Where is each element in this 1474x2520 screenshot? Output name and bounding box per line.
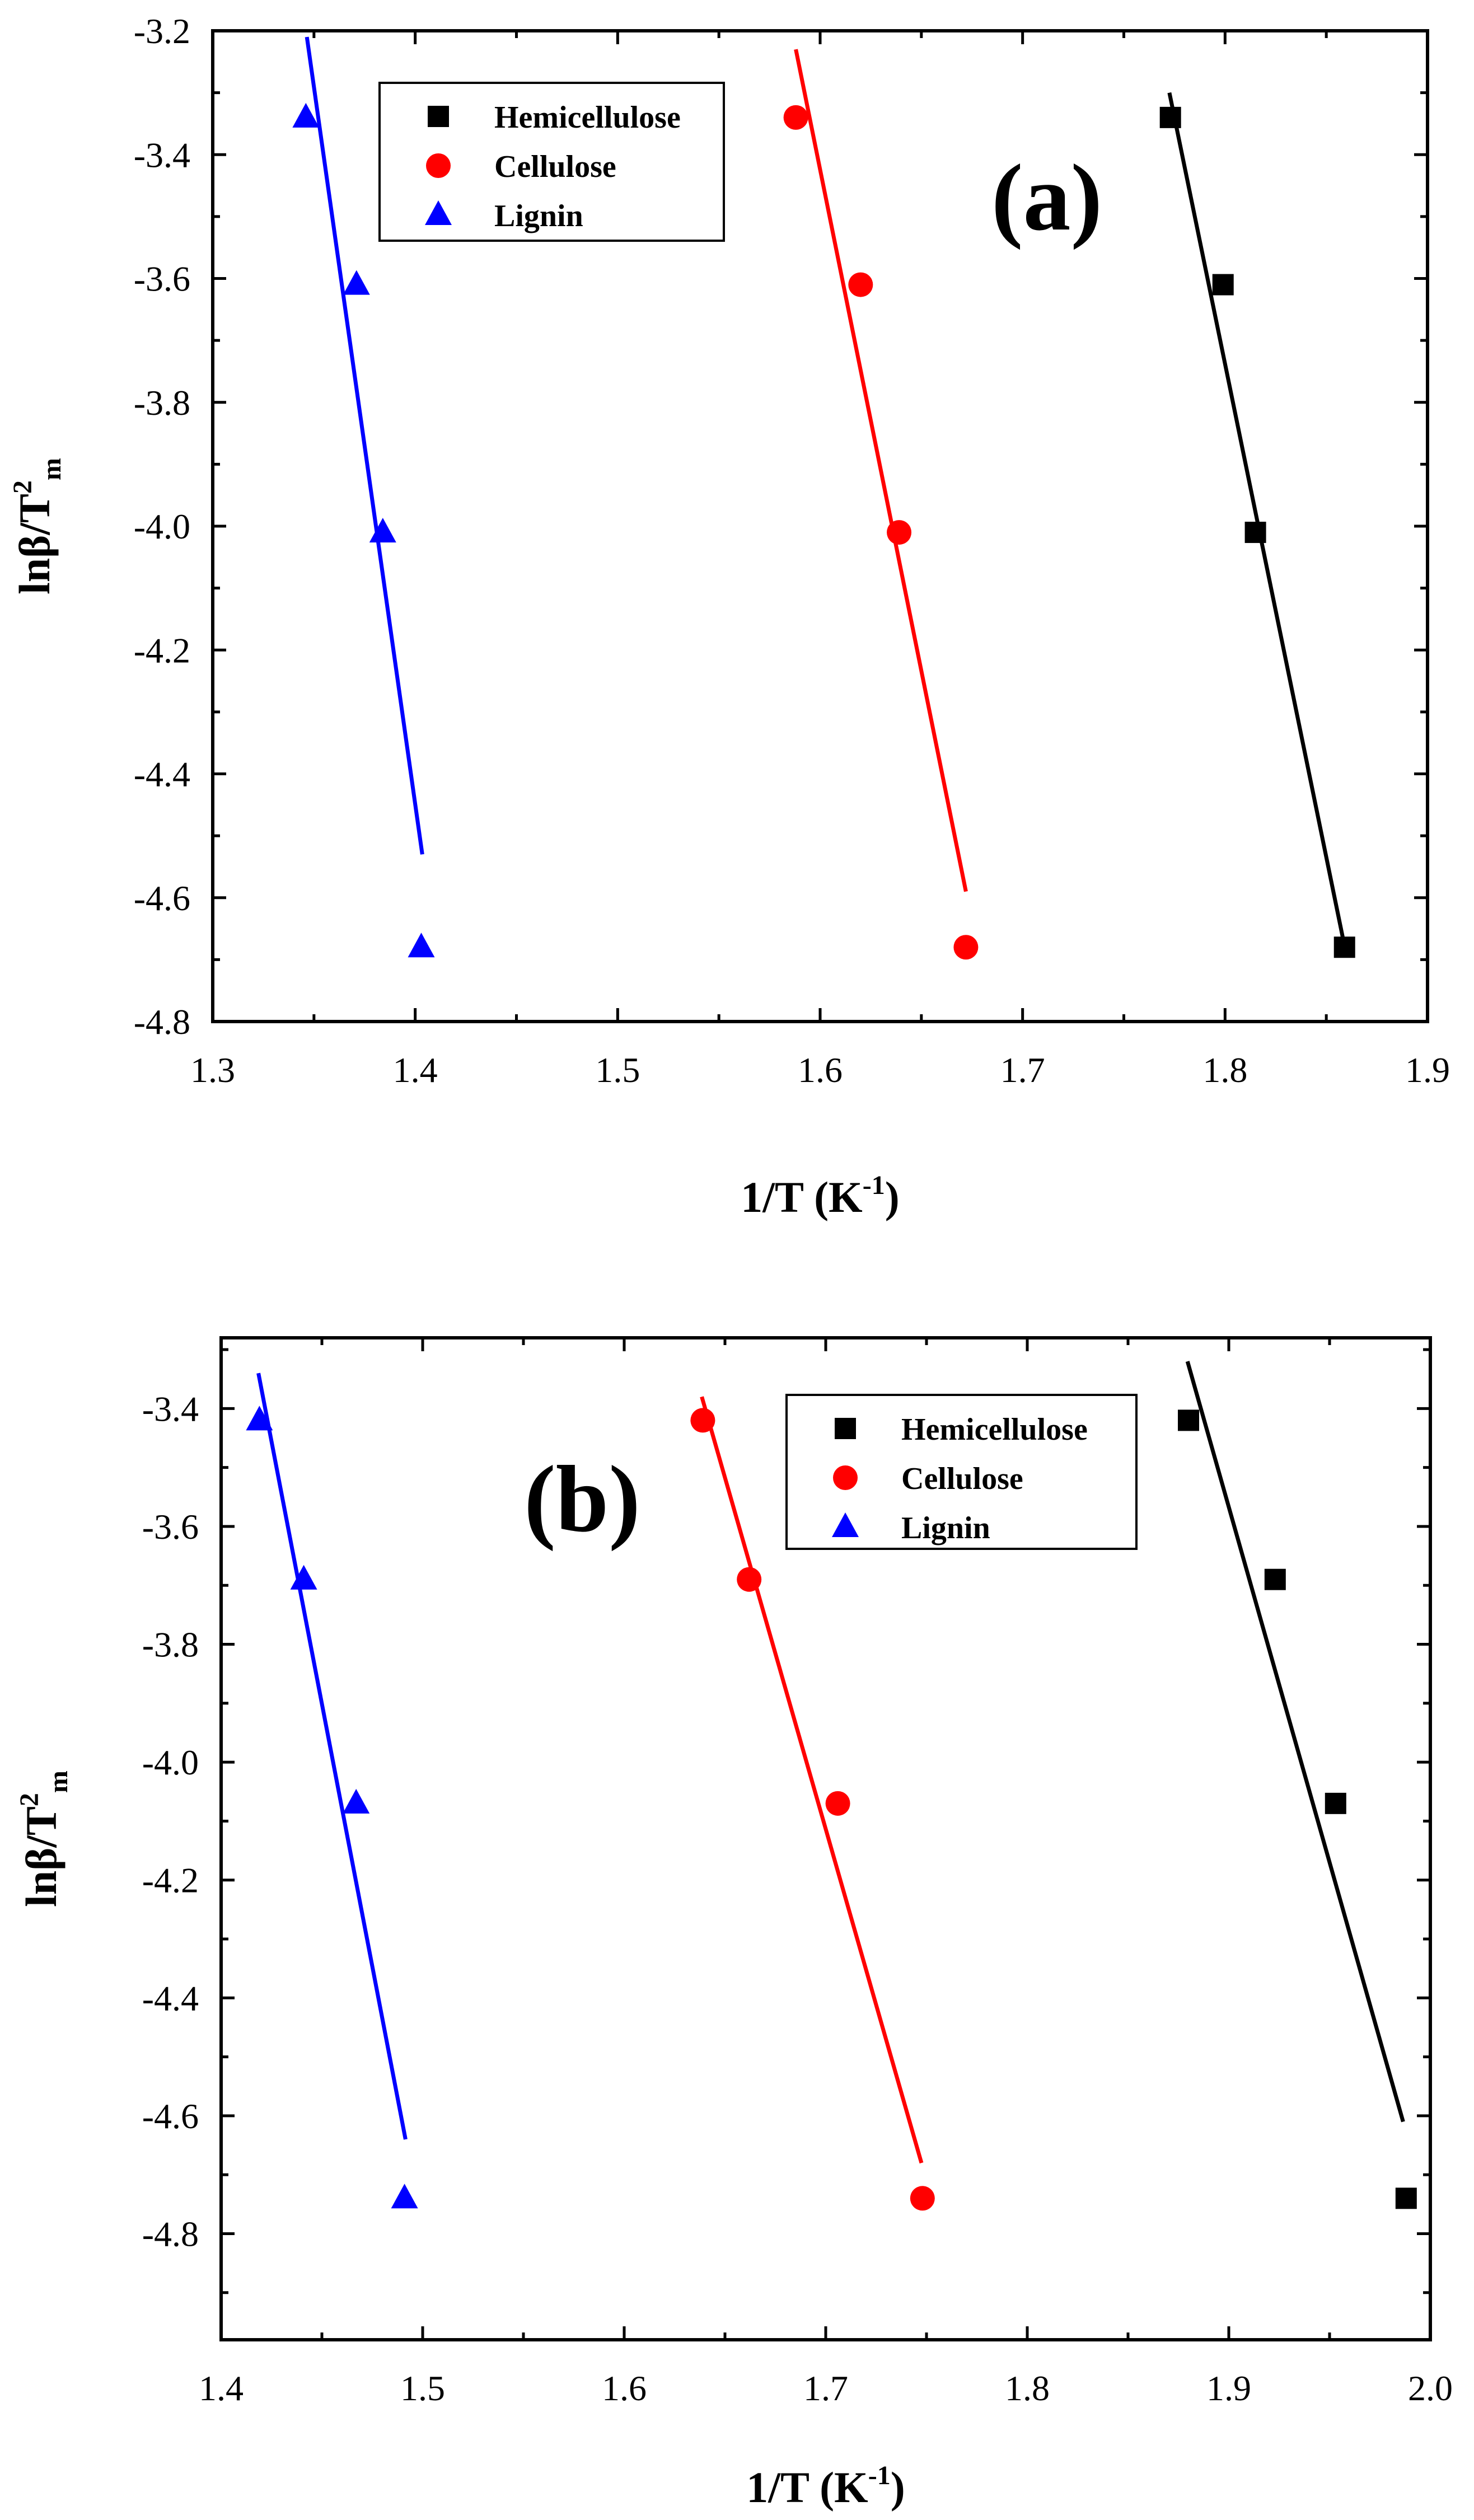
x-axis-title: 1/T (K-1) bbox=[741, 1170, 899, 1221]
data-point bbox=[848, 272, 873, 297]
x-tick-label: 2.0 bbox=[1408, 2368, 1453, 2408]
y-tick-label: -3.8 bbox=[134, 383, 190, 423]
legend-marker bbox=[833, 1465, 858, 1490]
data-point bbox=[1333, 936, 1355, 958]
y-tick-label: -4.2 bbox=[142, 1861, 199, 1900]
y-tick-label: -4.0 bbox=[142, 1743, 199, 1782]
x-tick-label: 1.5 bbox=[400, 2368, 445, 2408]
y-tick-label: -4.8 bbox=[134, 1002, 190, 1042]
x-tick-label: 1.4 bbox=[393, 1050, 438, 1090]
legend-label: Hemicellulose bbox=[901, 1412, 1088, 1447]
data-point bbox=[1264, 1568, 1286, 1590]
x-tick-label: 1.7 bbox=[803, 2368, 848, 2408]
fit-line bbox=[794, 49, 968, 892]
data-point bbox=[1212, 274, 1234, 296]
legend-marker bbox=[835, 1418, 856, 1439]
legend-label: Lignin bbox=[494, 199, 583, 233]
y-tick-label: -4.4 bbox=[134, 755, 190, 794]
y-tick-label: -3.4 bbox=[134, 135, 190, 175]
x-tick-label: 1.9 bbox=[1206, 2368, 1251, 2408]
data-point bbox=[1244, 522, 1266, 544]
data-point bbox=[292, 102, 320, 128]
y-tick-label: -3.2 bbox=[134, 11, 190, 51]
fit-line bbox=[305, 36, 424, 855]
legend-label: Cellulose bbox=[494, 149, 616, 184]
fit-line bbox=[256, 1373, 408, 2140]
data-point bbox=[1159, 106, 1181, 128]
x-tick-label: 1.6 bbox=[798, 1050, 843, 1090]
y-tick-label: -3.6 bbox=[142, 1507, 199, 1547]
series-lignin bbox=[246, 1373, 418, 2209]
legend-label: Cellulose bbox=[901, 1462, 1023, 1496]
fit-line bbox=[1167, 92, 1346, 942]
data-point bbox=[737, 1567, 762, 1592]
x-axis-title: 1/T (K-1) bbox=[746, 2461, 905, 2512]
data-point bbox=[391, 2184, 418, 2209]
legend: Hemicellulose Cellulose Lignin bbox=[785, 1394, 1138, 1550]
y-tick-label: -4.6 bbox=[134, 878, 190, 918]
x-tick-label: 1.3 bbox=[190, 1050, 235, 1090]
y-tick-label: -4.4 bbox=[142, 1978, 199, 2018]
y-tick-label: -3.4 bbox=[142, 1389, 199, 1428]
x-tick-label: 1.5 bbox=[595, 1050, 640, 1090]
x-tick-label: 1.8 bbox=[1005, 2368, 1050, 2408]
x-tick-label: 1.7 bbox=[1000, 1050, 1045, 1090]
panel-label: (b) bbox=[524, 1446, 640, 1552]
panel-label: (a) bbox=[991, 145, 1102, 250]
x-tick-label: 1.4 bbox=[199, 2368, 244, 2408]
data-point bbox=[343, 1788, 370, 1814]
y-axis-title: lnβ/T2m bbox=[8, 458, 67, 594]
data-point bbox=[825, 1791, 850, 1816]
series-hemicellulose bbox=[1178, 1361, 1417, 2209]
panel-a: 1.3 1.4 1.5 1.6 1.7 1.8 1.9 -4.8 -4.6 -4.4 -4.2 -4.… bbox=[8, 11, 1450, 1221]
series-cellulose bbox=[690, 1396, 935, 2211]
data-point bbox=[1178, 1409, 1199, 1431]
legend-label: Hemicellulose bbox=[494, 100, 681, 135]
legend-marker bbox=[425, 200, 452, 225]
data-point bbox=[1395, 2188, 1417, 2209]
series-hemicellulose bbox=[1159, 92, 1355, 958]
x-tick-label: 1.6 bbox=[602, 2368, 647, 2408]
data-point bbox=[910, 2186, 935, 2211]
series-lignin bbox=[292, 36, 435, 958]
legend-marker bbox=[832, 1512, 859, 1537]
data-point bbox=[953, 935, 979, 960]
x-tick-label: 1.9 bbox=[1405, 1050, 1450, 1090]
x-tick-label: 1.8 bbox=[1202, 1050, 1247, 1090]
series-cellulose bbox=[783, 49, 979, 960]
legend-label: Lignin bbox=[901, 1511, 990, 1545]
data-point bbox=[369, 518, 396, 543]
panel-b: 1.4 1.5 1.6 1.7 1.8 1.9 2.0 -4.8 -4.6 -4.4 -4.2 -4.… bbox=[15, 1336, 1453, 2512]
legend: Hemicellulose Cellulose Lignin bbox=[378, 82, 725, 242]
y-axis-title: lnβ/T2m bbox=[15, 1770, 73, 1907]
y-tick-label: -3.8 bbox=[142, 1625, 199, 1665]
y-tick-label: -3.6 bbox=[134, 259, 190, 299]
y-tick-label: -4.0 bbox=[134, 507, 190, 546]
data-point bbox=[408, 933, 435, 958]
y-tick-label: -4.6 bbox=[142, 2096, 199, 2136]
legend-marker bbox=[428, 106, 449, 127]
fit-line bbox=[700, 1396, 924, 2164]
y-tick-label: -4.2 bbox=[134, 630, 190, 670]
data-point bbox=[246, 1406, 273, 1431]
y-tick-label: -4.8 bbox=[142, 2214, 199, 2254]
data-point bbox=[690, 1408, 715, 1433]
legend-marker bbox=[426, 153, 451, 178]
data-point bbox=[1325, 1792, 1346, 1814]
data-point bbox=[290, 1565, 317, 1590]
data-point bbox=[343, 270, 370, 295]
data-point bbox=[887, 520, 912, 545]
data-point bbox=[783, 105, 808, 130]
fit-line bbox=[1185, 1361, 1405, 2123]
